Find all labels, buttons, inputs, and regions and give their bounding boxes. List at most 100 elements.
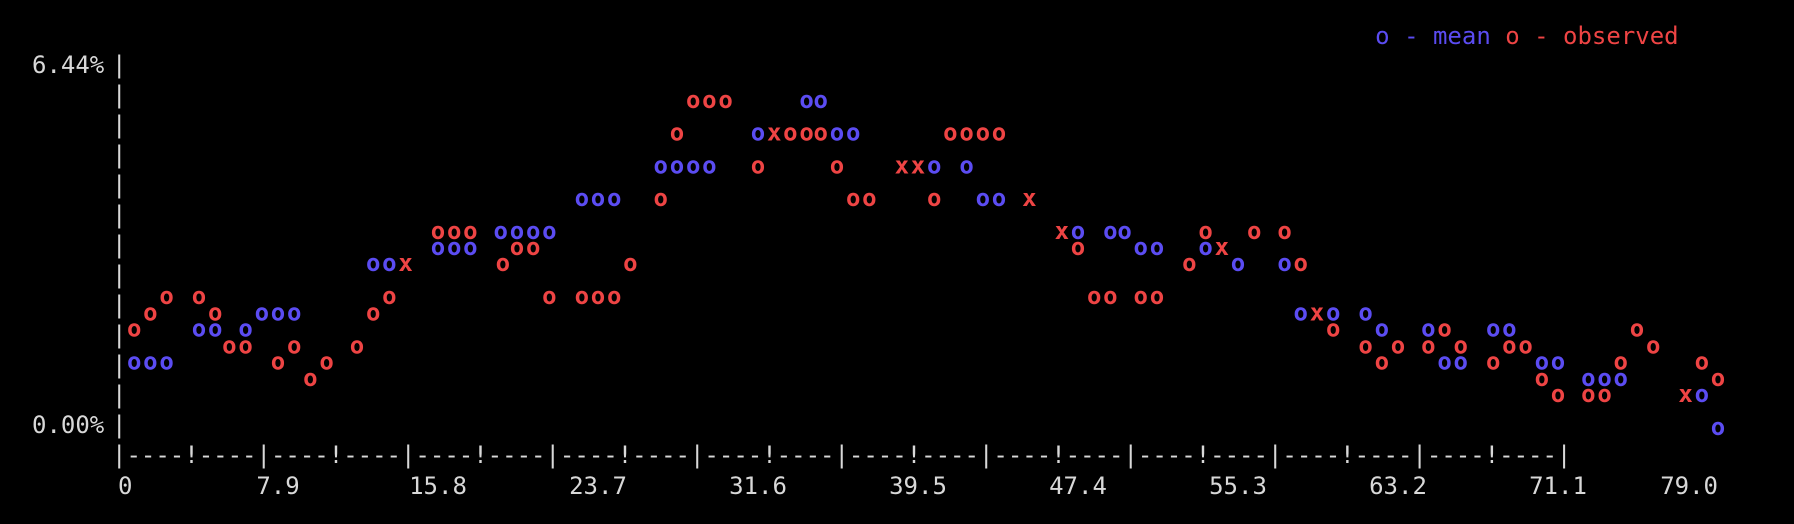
observed-point: o [1695, 348, 1709, 376]
mean-point: o [1375, 315, 1389, 343]
mean-point: o [1437, 348, 1451, 376]
mean-point: o [1454, 348, 1468, 376]
observed-point: o [526, 233, 540, 261]
overlap-point: x [1215, 233, 1229, 261]
x-tick-label: 63.2 [1369, 472, 1427, 500]
mean-point: o [1117, 217, 1131, 245]
mean-point: o [1231, 249, 1245, 277]
x-tick-label: 15.8 [409, 472, 467, 500]
observed-point: o [654, 184, 668, 212]
observed-point: o [1535, 364, 1549, 392]
observed-point: o [1247, 217, 1261, 245]
x-tick-label: 47.4 [1049, 472, 1107, 500]
observed-point: o [830, 151, 844, 179]
observed-point: o [799, 118, 813, 146]
observed-point: o [287, 331, 301, 359]
y-axis-segment: | [112, 111, 126, 139]
mean-point: o [238, 315, 252, 343]
observed-point: o [1614, 348, 1628, 376]
observed-point: o [607, 282, 621, 310]
observed-point: o [992, 118, 1006, 146]
mean-point: o [830, 118, 844, 146]
mean-point: o [1597, 364, 1611, 392]
x-tick-label: 55.3 [1209, 472, 1267, 500]
observed-point: o [447, 217, 461, 245]
observed-point: o [1421, 331, 1435, 359]
observed-point: o [159, 282, 173, 310]
mean-point: o [1421, 315, 1435, 343]
mean-point: o [670, 151, 684, 179]
data-marks: o o oo o oo o oo oo o oo o o oo o oo o o ooo oo oo oo oo o oo o o… [127, 86, 1725, 441]
observed-point: o [1454, 331, 1468, 359]
observed-point: o [1134, 282, 1148, 310]
observed-point: o [382, 282, 396, 310]
observed-point: o [350, 331, 364, 359]
x-tick-label: 31.6 [729, 472, 787, 500]
observed-point: o [575, 282, 589, 310]
mean-point: o [1551, 348, 1565, 376]
mean-point: o [127, 348, 141, 376]
mean-point: o [591, 184, 605, 212]
observed-point: o [431, 217, 445, 245]
mean-point: o [1277, 249, 1291, 277]
observed-point: o [1198, 217, 1212, 245]
observed-point: o [1277, 217, 1291, 245]
mean-point: o [1103, 217, 1117, 245]
mean-point: o [510, 217, 524, 245]
mean-point: o [1134, 233, 1148, 261]
legend-observed-symbol: o [1505, 22, 1519, 50]
legend-observed-label: - observed [1520, 22, 1679, 50]
mean-point: o [1150, 233, 1164, 261]
mean-point: o [159, 348, 173, 376]
mean-point: o [382, 249, 396, 277]
observed-point: o [783, 118, 797, 146]
observed-point: o [862, 184, 876, 212]
observed-point: o [814, 118, 828, 146]
observed-point: o [1182, 249, 1196, 277]
mean-point: o [607, 184, 621, 212]
observed-point: o [271, 348, 285, 376]
observed-point: o [718, 86, 732, 114]
observed-point: o [127, 315, 141, 343]
observed-point: o [208, 298, 222, 326]
observed-point: o [1518, 331, 1532, 359]
mean-point: o [208, 315, 222, 343]
mean-point: o [959, 151, 973, 179]
observed-point: o [303, 364, 317, 392]
observed-point: o [1103, 282, 1117, 310]
mean-point: o [542, 217, 556, 245]
mean-point: o [1535, 348, 1549, 376]
observed-point: o [591, 282, 605, 310]
observed-point: o [1358, 331, 1372, 359]
y-tick-label-min: 0.00% [32, 411, 105, 439]
mean-point: o [654, 151, 668, 179]
mean-point: o [1358, 298, 1372, 326]
mean-point: o [686, 151, 700, 179]
observed-point: o [1375, 348, 1389, 376]
overlap-point: x [1678, 380, 1692, 408]
mean-point: o [494, 217, 508, 245]
y-axis-segment: | [112, 231, 126, 259]
x-tick-labels: 0 7.9 15.8 23.7 31.6 39.5 47.4 55.3 63.2 71.1 79.0 [118, 472, 1718, 500]
observed-point: o [463, 217, 477, 245]
x-tick-label: 79.0 [1660, 472, 1718, 500]
mean-point: o [366, 249, 380, 277]
observed-point: o [927, 184, 941, 212]
y-axis-segment: | [112, 201, 126, 229]
overlap-point: x [895, 151, 909, 179]
x-tick-label: 71.1 [1529, 472, 1587, 500]
x-tick-label: 7.9 [256, 472, 299, 500]
observed-point: o [366, 298, 380, 326]
y-tick-label-max: 6.44% [32, 51, 105, 79]
overlap-point: x [1022, 184, 1036, 212]
overlap-point: x [398, 249, 412, 277]
y-axis-segment: | [112, 141, 126, 169]
observed-point: o [1294, 249, 1308, 277]
mean-point: o [1071, 217, 1085, 245]
y-axis-segment: | [112, 171, 126, 199]
observed-point: o [496, 249, 510, 277]
observed-point: o [1437, 315, 1451, 343]
y-axis-segment: | [112, 51, 126, 79]
observed-point: o [846, 184, 860, 212]
